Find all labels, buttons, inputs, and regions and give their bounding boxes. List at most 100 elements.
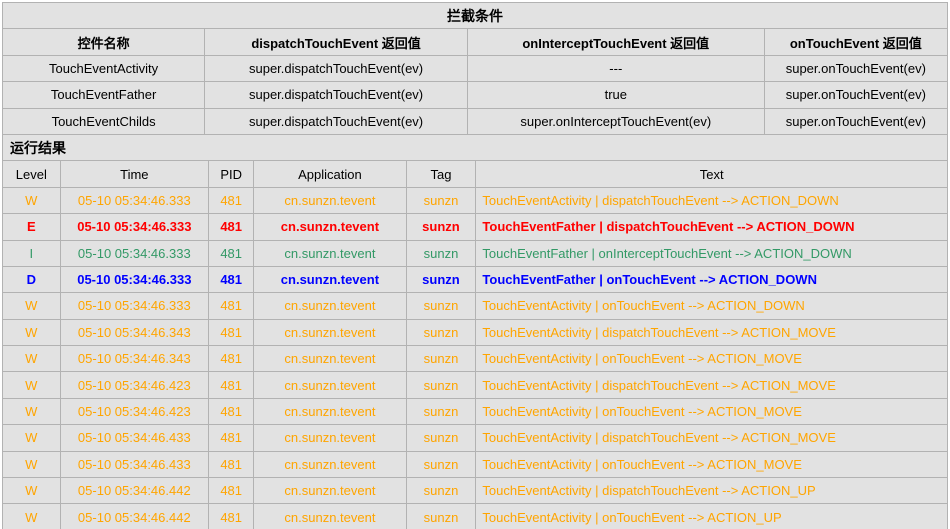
application-cell: cn.sunzn.tevent bbox=[253, 477, 407, 505]
pid-cell: 481 bbox=[207, 345, 255, 373]
application-cell: cn.sunzn.tevent bbox=[253, 265, 407, 294]
text-cell: TouchEventFather | dispatchTouchEvent --… bbox=[475, 213, 948, 241]
column-header-level: Level bbox=[2, 160, 61, 188]
control-name-cell: TouchEventFather bbox=[1, 81, 206, 109]
application-cell: cn.sunzn.tevent bbox=[253, 292, 407, 320]
intercept-title-row: 拦截条件 bbox=[2, 1, 948, 30]
pid-cell: 481 bbox=[207, 477, 255, 505]
tag-cell: sunzn bbox=[405, 477, 477, 505]
ontouch-return-cell: super.onTouchEvent(ev) bbox=[763, 54, 949, 83]
application-cell: cn.sunzn.tevent bbox=[253, 318, 407, 347]
pid-cell: 481 bbox=[207, 450, 255, 479]
log-row: D 05-10 05:34:46.333 481 cn.sunzn.tevent sun… bbox=[2, 265, 948, 294]
column-header-text: Text bbox=[475, 160, 948, 188]
text-cell: TouchEventActivity | onTouchEvent --> AC… bbox=[475, 292, 948, 320]
intercept-return-cell: --- bbox=[466, 54, 765, 83]
log-row: W 05-10 05:34:46.442 481 cn.sunzn.tevent sun… bbox=[2, 503, 948, 529]
dispatch-return-cell: super.dispatchTouchEvent(ev) bbox=[204, 107, 468, 135]
tag-cell: sunzn bbox=[405, 424, 477, 452]
tag-cell: sunzn bbox=[405, 186, 477, 215]
level-cell: W bbox=[2, 503, 61, 529]
time-cell: 05-10 05:34:46.433 bbox=[59, 424, 210, 452]
intercept-row: TouchEventFather super.dispatchTouchEvent… bbox=[1, 81, 949, 109]
tag-cell: sunzn bbox=[405, 318, 477, 347]
text-cell: TouchEventActivity | onTouchEvent --> AC… bbox=[475, 397, 948, 426]
level-cell: W bbox=[2, 450, 61, 479]
pid-cell: 481 bbox=[207, 292, 255, 320]
intercept-conditions-table: 拦截条件 控件名称 dispatchTouchEvent 返回值 onInter… bbox=[1, 1, 949, 135]
application-cell: cn.sunzn.tevent bbox=[253, 371, 407, 399]
intercept-row: TouchEventActivity super.dispatchTouchEve… bbox=[1, 54, 949, 83]
time-cell: 05-10 05:34:46.333 bbox=[59, 186, 210, 215]
level-cell: I bbox=[2, 239, 61, 267]
level-cell: W bbox=[2, 318, 61, 347]
control-name-cell: TouchEventActivity bbox=[1, 54, 206, 83]
tag-cell: sunzn bbox=[405, 371, 477, 399]
pid-cell: 481 bbox=[207, 213, 255, 241]
text-cell: TouchEventActivity | dispatchTouchEvent … bbox=[475, 477, 948, 505]
application-cell: cn.sunzn.tevent bbox=[253, 503, 407, 529]
dispatch-return-cell: super.dispatchTouchEvent(ev) bbox=[204, 54, 468, 83]
column-header-dispatch-return: dispatchTouchEvent 返回值 bbox=[204, 28, 468, 56]
text-cell: TouchEventActivity | onTouchEvent --> AC… bbox=[475, 503, 948, 529]
tag-cell: sunzn bbox=[405, 265, 477, 294]
control-name-cell: TouchEventChilds bbox=[1, 107, 206, 135]
time-cell: 05-10 05:34:46.333 bbox=[59, 265, 210, 294]
column-header-control-name: 控件名称 bbox=[1, 28, 206, 56]
log-row: W 05-10 05:34:46.433 481 cn.sunzn.tevent sun… bbox=[2, 450, 948, 479]
pid-cell: 481 bbox=[207, 186, 255, 215]
column-header-tag: Tag bbox=[405, 160, 477, 188]
intercept-row: TouchEventChilds super.dispatchTouchEvent… bbox=[1, 107, 949, 135]
tag-cell: sunzn bbox=[405, 239, 477, 267]
pid-cell: 481 bbox=[207, 424, 255, 452]
time-cell: 05-10 05:34:46.343 bbox=[59, 345, 210, 373]
application-cell: cn.sunzn.tevent bbox=[253, 213, 407, 241]
level-cell: W bbox=[2, 345, 61, 373]
pid-cell: 481 bbox=[207, 397, 255, 426]
pid-cell: 481 bbox=[207, 318, 255, 347]
column-header-pid: PID bbox=[207, 160, 255, 188]
text-cell: TouchEventActivity | dispatchTouchEvent … bbox=[475, 371, 948, 399]
level-cell: W bbox=[2, 371, 61, 399]
column-header-application: Application bbox=[253, 160, 407, 188]
time-cell: 05-10 05:34:46.333 bbox=[59, 213, 210, 241]
application-cell: cn.sunzn.tevent bbox=[253, 186, 407, 215]
log-row: W 05-10 05:34:46.333 481 cn.sunzn.tevent sun… bbox=[2, 186, 948, 215]
level-cell: W bbox=[2, 397, 61, 426]
level-cell: E bbox=[2, 213, 61, 241]
level-cell: W bbox=[2, 186, 61, 215]
text-cell: TouchEventActivity | onTouchEvent --> AC… bbox=[475, 450, 948, 479]
ontouch-return-cell: super.onTouchEvent(ev) bbox=[763, 107, 949, 135]
pid-cell: 481 bbox=[207, 265, 255, 294]
time-cell: 05-10 05:34:46.442 bbox=[59, 477, 210, 505]
time-cell: 05-10 05:34:46.433 bbox=[59, 450, 210, 479]
dispatch-return-cell: super.dispatchTouchEvent(ev) bbox=[204, 81, 468, 109]
log-header-row: Level Time PID Application Tag Text bbox=[2, 160, 948, 188]
application-cell: cn.sunzn.tevent bbox=[253, 424, 407, 452]
level-cell: W bbox=[2, 424, 61, 452]
application-cell: cn.sunzn.tevent bbox=[253, 345, 407, 373]
column-header-ontouch-return: onTouchEvent 返回值 bbox=[763, 28, 949, 56]
intercept-header-row: 控件名称 dispatchTouchEvent 返回值 onInterceptT… bbox=[1, 28, 949, 56]
log-row: W 05-10 05:34:46.442 481 cn.sunzn.tevent sun… bbox=[2, 477, 948, 505]
pid-cell: 481 bbox=[207, 503, 255, 529]
run-results-section-title: 运行结果 bbox=[2, 133, 948, 162]
time-cell: 05-10 05:34:46.423 bbox=[59, 397, 210, 426]
text-cell: TouchEventFather | onTouchEvent --> ACTI… bbox=[475, 265, 948, 294]
time-cell: 05-10 05:34:46.442 bbox=[59, 503, 210, 529]
text-cell: TouchEventActivity | dispatchTouchEvent … bbox=[475, 424, 948, 452]
level-cell: W bbox=[2, 477, 61, 505]
column-header-intercept-return: onInterceptTouchEvent 返回值 bbox=[466, 28, 765, 56]
pid-cell: 481 bbox=[207, 371, 255, 399]
log-row: W 05-10 05:34:46.343 481 cn.sunzn.tevent sun… bbox=[2, 318, 948, 347]
time-cell: 05-10 05:34:46.423 bbox=[59, 371, 210, 399]
application-cell: cn.sunzn.tevent bbox=[253, 239, 407, 267]
log-row: I 05-10 05:34:46.333 481 cn.sunzn.tevent sun… bbox=[2, 239, 948, 267]
time-cell: 05-10 05:34:46.333 bbox=[59, 239, 210, 267]
intercept-return-cell: super.onInterceptTouchEvent(ev) bbox=[466, 107, 765, 135]
tag-cell: sunzn bbox=[405, 397, 477, 426]
log-row: W 05-10 05:34:46.343 481 cn.sunzn.tevent sun… bbox=[2, 345, 948, 373]
log-row: W 05-10 05:34:46.433 481 cn.sunzn.tevent sun… bbox=[2, 424, 948, 452]
log-row: W 05-10 05:34:46.423 481 cn.sunzn.tevent sun… bbox=[2, 397, 948, 426]
level-cell: D bbox=[2, 265, 61, 294]
